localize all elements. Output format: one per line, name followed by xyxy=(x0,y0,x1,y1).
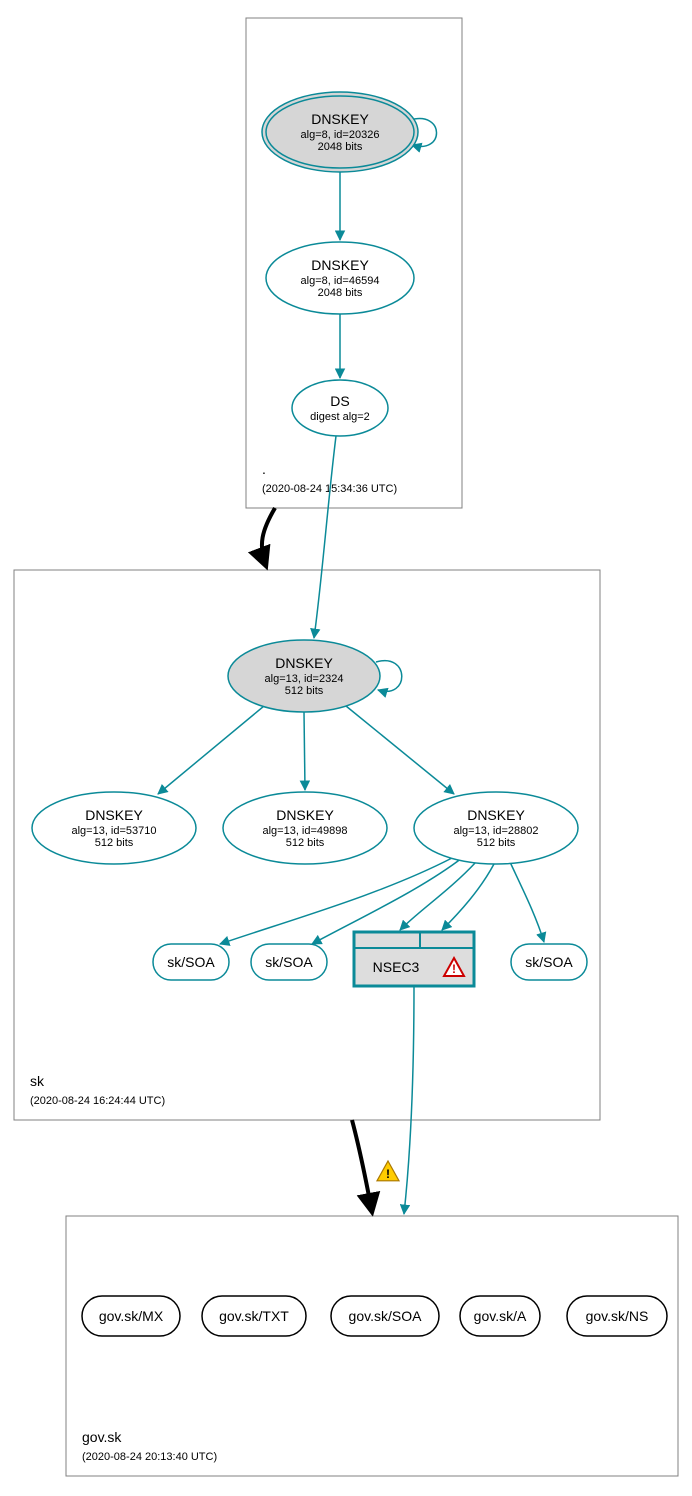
svg-text:NSEC3: NSEC3 xyxy=(373,959,420,975)
warning-icon: ! xyxy=(377,1161,399,1181)
svg-text:(2020-08-24 16:24:44 UTC): (2020-08-24 16:24:44 UTC) xyxy=(30,1095,165,1107)
svg-text:!: ! xyxy=(452,962,456,976)
svg-text:sk: sk xyxy=(30,1073,45,1089)
node-sk_zsk1: DNSKEY alg=13, id=53710512 bits xyxy=(32,792,196,864)
govsk-a: gov.sk/A xyxy=(460,1296,540,1336)
svg-text:DNSKEY: DNSKEY xyxy=(276,807,334,823)
svg-text:DS: DS xyxy=(330,393,349,409)
svg-text:digest alg=2: digest alg=2 xyxy=(310,411,370,423)
svg-text:gov.sk/TXT: gov.sk/TXT xyxy=(219,1308,289,1324)
node-sk_zsk3: DNSKEY alg=13, id=28802512 bits xyxy=(414,792,578,864)
svg-text:DNSKEY: DNSKEY xyxy=(311,257,369,273)
leaf-sk_soa2: sk/SOA xyxy=(251,944,327,980)
nsec3-box: NSEC3! xyxy=(354,932,474,986)
svg-text:gov.sk/A: gov.sk/A xyxy=(474,1308,527,1324)
svg-text:sk/SOA: sk/SOA xyxy=(525,954,573,970)
svg-text:alg=13, id=49898: alg=13, id=49898 xyxy=(262,825,347,837)
govsk-ns: gov.sk/NS xyxy=(567,1296,667,1336)
leaf-sk_soa1: sk/SOA xyxy=(153,944,229,980)
svg-text:512 bits: 512 bits xyxy=(285,685,324,697)
svg-text:gov.sk/MX: gov.sk/MX xyxy=(99,1308,164,1324)
svg-text:alg=8, id=20326: alg=8, id=20326 xyxy=(301,129,380,141)
svg-text:alg=13, id=53710: alg=13, id=53710 xyxy=(71,825,156,837)
govsk-soa: gov.sk/SOA xyxy=(331,1296,439,1336)
svg-text:DNSKEY: DNSKEY xyxy=(275,655,333,671)
dnssec-diagram: .(2020-08-24 15:34:36 UTC)sk(2020-08-24 … xyxy=(0,0,692,1496)
svg-text:DNSKEY: DNSKEY xyxy=(467,807,525,823)
node-root_ds: DS digest alg=2 xyxy=(292,380,388,436)
svg-text:DNSKEY: DNSKEY xyxy=(85,807,143,823)
svg-text:!: ! xyxy=(386,1167,390,1181)
svg-text:512 bits: 512 bits xyxy=(95,837,134,849)
svg-text:512 bits: 512 bits xyxy=(286,837,325,849)
svg-text:2048 bits: 2048 bits xyxy=(318,287,363,299)
node-sk_zsk2: DNSKEY alg=13, id=49898512 bits xyxy=(223,792,387,864)
govsk-mx: gov.sk/MX xyxy=(82,1296,180,1336)
svg-text:gov.sk: gov.sk xyxy=(82,1429,122,1445)
node-root_zsk: DNSKEY alg=8, id=465942048 bits xyxy=(266,242,414,314)
leaf-sk_soa3: sk/SOA xyxy=(511,944,587,980)
svg-text:2048 bits: 2048 bits xyxy=(318,141,363,153)
svg-text:alg=13, id=2324: alg=13, id=2324 xyxy=(265,673,344,685)
svg-text:512 bits: 512 bits xyxy=(477,837,516,849)
svg-text:alg=13, id=28802: alg=13, id=28802 xyxy=(453,825,538,837)
zone-govsk: gov.sk (2020-08-24 20:13:40 UTC) xyxy=(66,1216,678,1476)
svg-text:(2020-08-24 20:13:40 UTC): (2020-08-24 20:13:40 UTC) xyxy=(82,1451,217,1463)
node-sk_ksk: DNSKEY alg=13, id=2324512 bits xyxy=(228,640,380,712)
svg-text:sk/SOA: sk/SOA xyxy=(265,954,313,970)
svg-text:.: . xyxy=(262,461,266,477)
svg-text:sk/SOA: sk/SOA xyxy=(167,954,215,970)
govsk-txt: gov.sk/TXT xyxy=(202,1296,306,1336)
svg-text:alg=8, id=46594: alg=8, id=46594 xyxy=(301,275,380,287)
svg-text:gov.sk/SOA: gov.sk/SOA xyxy=(349,1308,423,1324)
svg-text:gov.sk/NS: gov.sk/NS xyxy=(586,1308,649,1324)
node-root_ksk: DNSKEY alg=8, id=203262048 bits xyxy=(262,92,418,172)
svg-text:DNSKEY: DNSKEY xyxy=(311,111,369,127)
